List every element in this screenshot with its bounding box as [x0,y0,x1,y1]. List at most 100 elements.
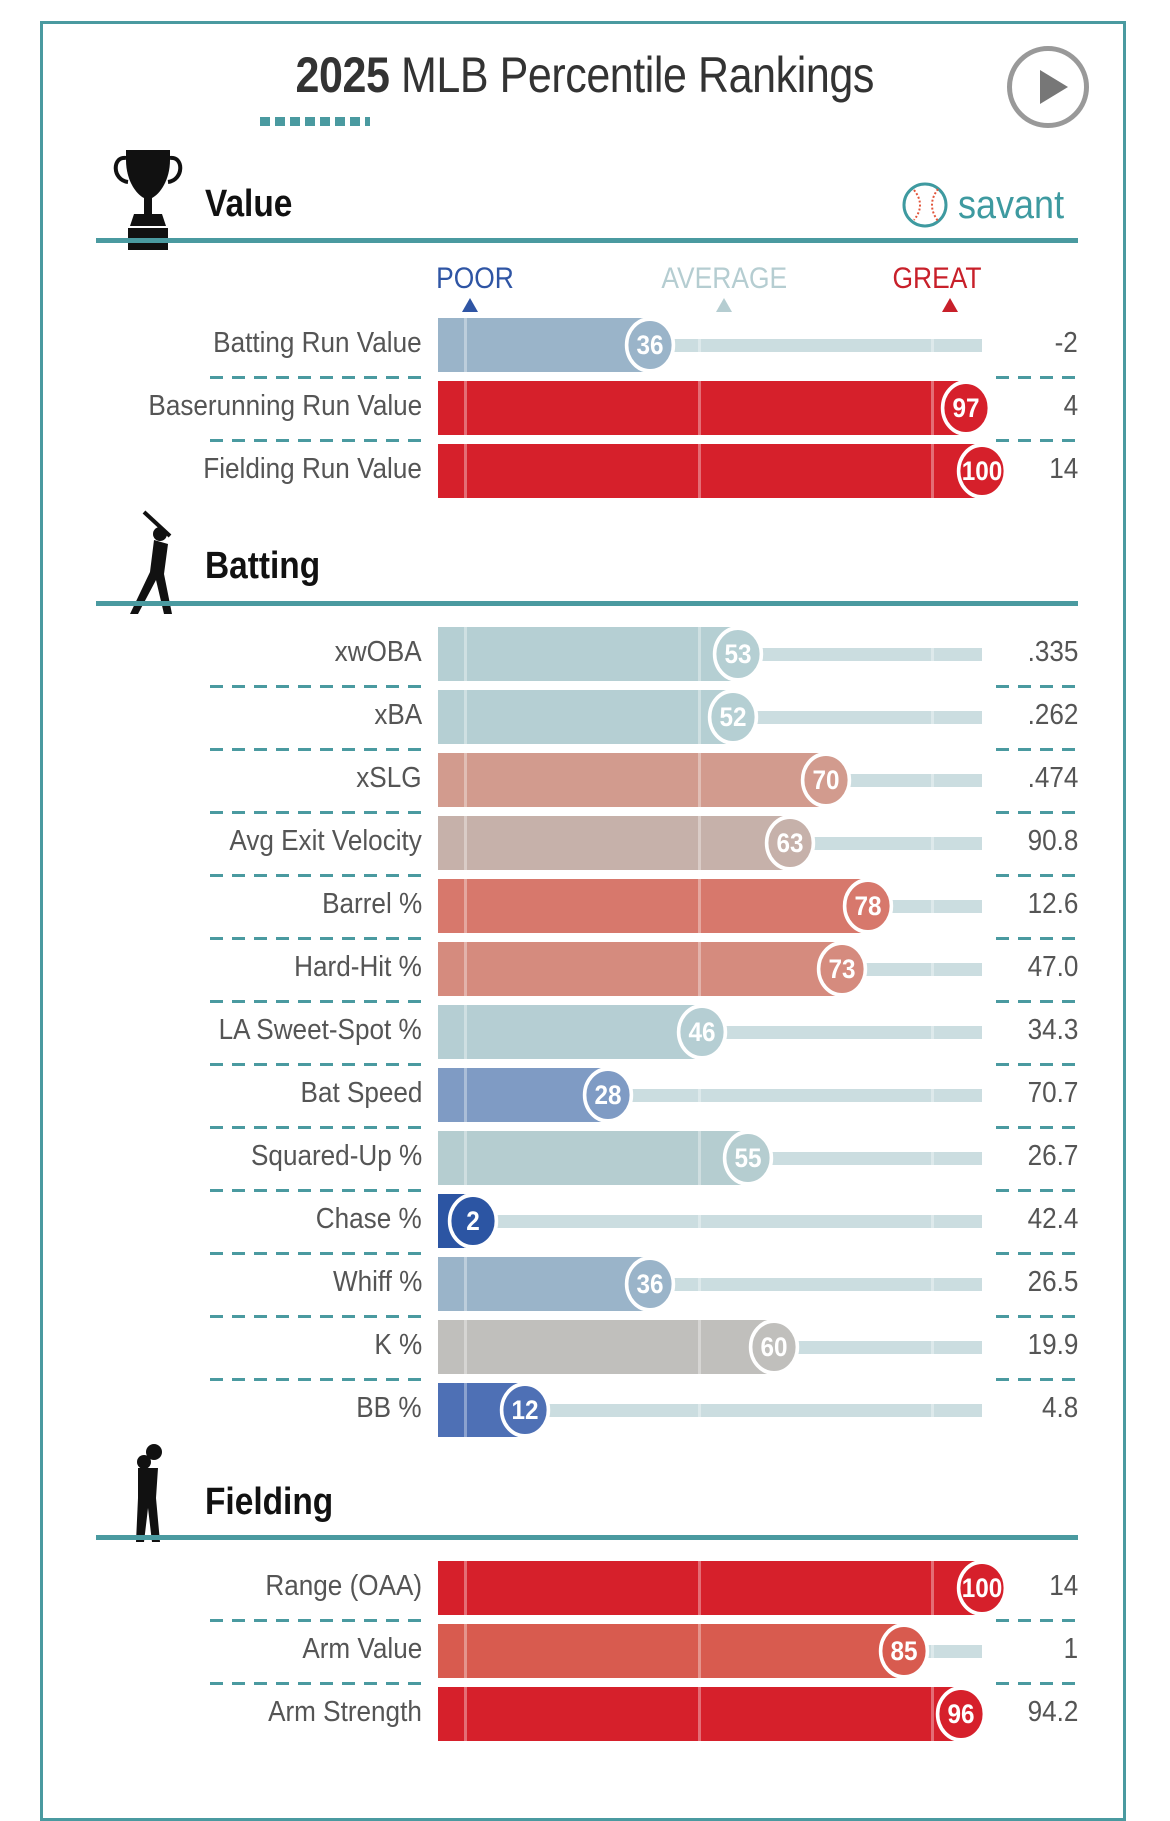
reference-line [931,1068,935,1122]
reference-line [697,1624,701,1678]
reference-line [931,690,935,744]
metric-label: Barrel % [321,888,422,920]
row-divider [996,748,1078,751]
legend-great: GREAT [892,262,982,295]
reference-line [463,1320,467,1374]
row-divider [996,1619,1078,1622]
row-divider [996,685,1078,688]
reference-line [931,1005,935,1059]
legend-poor: POOR [436,262,514,295]
metric-label: Arm Strength [268,1696,422,1728]
reference-line [697,444,701,498]
title-underline [260,117,370,126]
reference-line [931,753,935,807]
percentile-track [867,900,982,913]
percentile-badge: 12 [500,1382,551,1438]
percentile-bar [438,318,650,372]
legend-average: AVERAGE [661,262,788,295]
reference-line [931,1320,935,1374]
percentile-bar [438,690,733,744]
metric-label: Fielding Run Value [203,453,422,485]
reference-line [697,879,701,933]
percentile-badge: 52 [707,689,759,745]
section-title-fielding: Fielding [205,1481,334,1523]
reference-line [697,1383,701,1437]
percentile-badge: 2 [448,1193,499,1249]
row-divider [210,1315,422,1318]
percentile-badge: 85 [878,1623,930,1679]
reference-line [463,1131,467,1185]
percentile-bar [438,1687,962,1741]
percentile-track [738,648,982,661]
section-title-batting: Batting [205,545,321,587]
reference-line [931,1624,935,1678]
row-divider [996,1000,1078,1003]
metric-label: LA Sweet-Spot % [218,1014,422,1046]
reference-line [463,318,467,372]
percentile-bar [438,627,739,681]
percentile-track [525,1404,982,1417]
metric-label: Baserunning Run Value [148,390,422,422]
reference-line [463,1561,467,1615]
percentile-track [649,1278,982,1291]
section-divider [96,238,1078,243]
metric-label: Arm Value [302,1633,422,1665]
metric-label: Range (OAA) [265,1570,422,1602]
reference-line [931,381,935,435]
percentile-track [608,1089,982,1102]
metric-label: Chase % [316,1203,422,1235]
metric-value: 26.5 [1027,1266,1078,1298]
fielder-icon [110,1442,186,1553]
percentile-badge: 70 [801,752,852,808]
section-title-value: Value [205,183,293,225]
metric-value: 90.8 [1027,825,1078,857]
reference-line [463,1624,467,1678]
percentile-bar [438,1005,702,1059]
reference-line [931,318,935,372]
percentile-bar [438,1561,982,1615]
percentile-bar [438,1320,775,1374]
reference-line [697,942,701,996]
row-divider [996,1252,1078,1255]
reference-line [463,1383,467,1437]
percentile-track [826,774,982,787]
percentile-bar [438,816,790,870]
reference-line [463,381,467,435]
play-button[interactable] [1007,46,1089,128]
percentile-badge: 53 [712,626,764,682]
percentile-badge: 100 [956,1560,1008,1616]
percentile-bar [438,1257,650,1311]
percentile-track [701,1026,982,1039]
metric-value: 47.0 [1027,951,1078,983]
metric-label: xSLG [356,762,422,794]
metric-value: 1 [1063,1633,1078,1665]
percentile-badge: 78 [842,878,894,934]
row-divider [996,811,1078,814]
reference-line [697,381,701,435]
average-marker-icon [716,298,732,312]
row-divider [210,748,422,751]
metric-value: 34.3 [1027,1014,1078,1046]
reference-line [931,627,935,681]
percentile-track [789,837,982,850]
percentile-bar [438,444,982,498]
percentile-track [732,711,982,724]
metric-label: BB % [356,1392,422,1424]
percentile-track [841,963,982,976]
row-divider [996,1126,1078,1129]
reference-line [463,1257,467,1311]
metric-label: Bat Speed [300,1077,422,1109]
metric-value: 14 [1048,1570,1078,1602]
percentile-bar [438,1131,749,1185]
row-divider [996,1063,1078,1066]
reference-line [697,1320,701,1374]
percentile-badge: 63 [764,815,816,871]
reference-line [931,1687,935,1741]
metric-label: Hard-Hit % [294,951,422,983]
reference-line [463,879,467,933]
metric-label: xBA [374,699,422,731]
percentile-bar [438,1068,609,1122]
percentile-bar [438,942,842,996]
percentile-bar [438,1624,905,1678]
percentile-track [774,1341,982,1354]
